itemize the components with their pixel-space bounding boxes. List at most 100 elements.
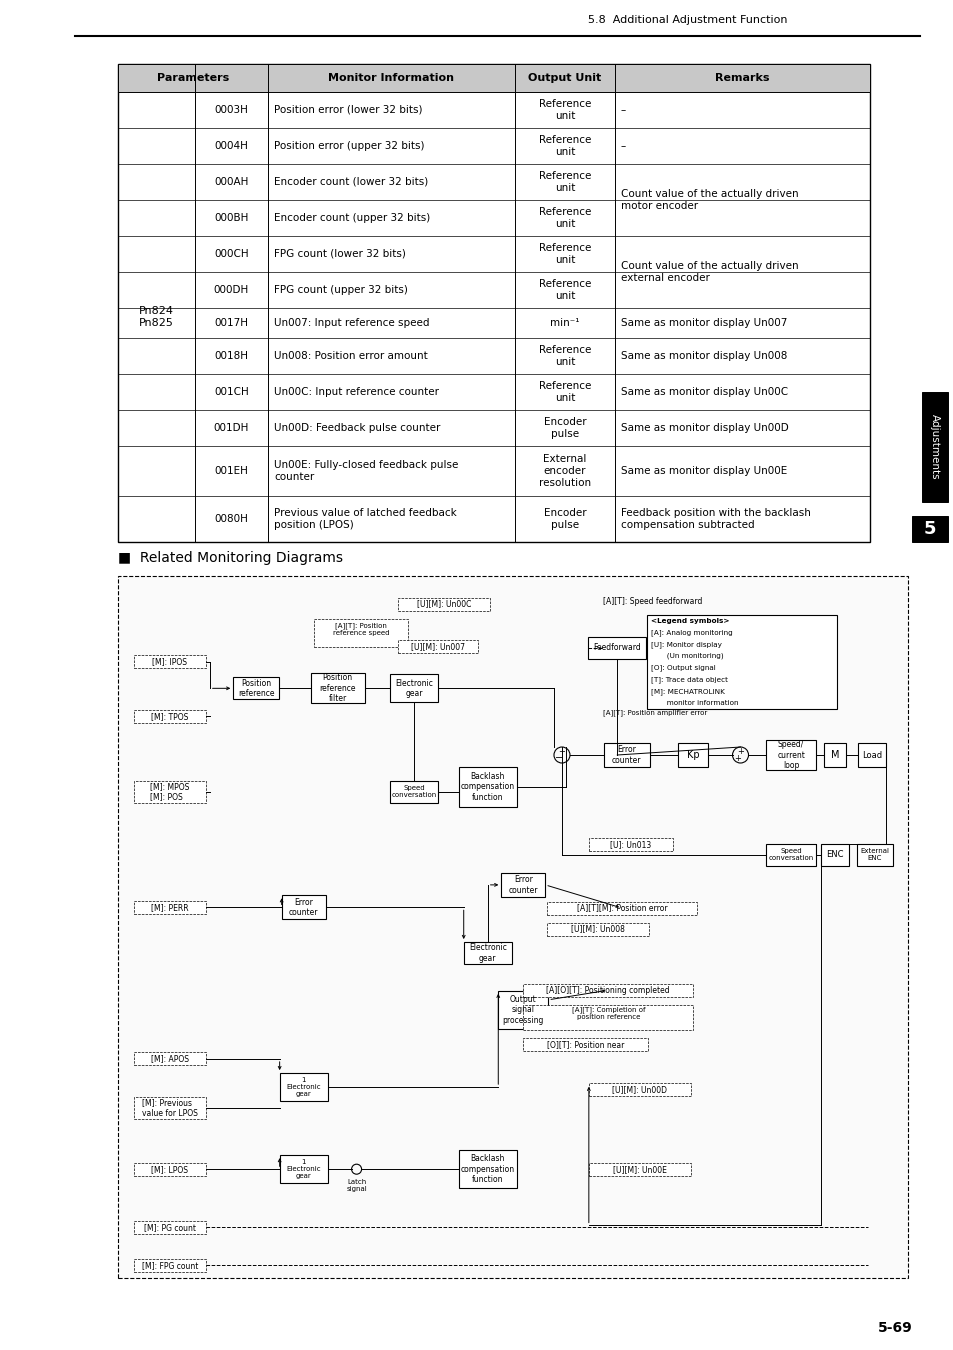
Text: Same as monitor display Un008: Same as monitor display Un008 [620, 351, 786, 360]
Bar [523, 1038, 648, 1050]
Text: Speed
conversation: Speed conversation [768, 848, 813, 861]
Text: 0003H: 0003H [214, 105, 248, 115]
Text: [U][M]: Un00C: [U][M]: Un00C [416, 599, 471, 609]
Text: –: – [620, 140, 625, 151]
Bar [133, 710, 206, 722]
Text: Reference
unit: Reference unit [538, 171, 591, 193]
Bar [603, 743, 649, 767]
Text: 5: 5 [923, 520, 935, 539]
Text: Same as monitor display Un007: Same as monitor display Un007 [620, 319, 786, 328]
Text: <Legend symbols>: <Legend symbols> [651, 617, 729, 624]
Bar [911, 516, 947, 541]
Text: Speed/
current
loop: Speed/ current loop [777, 740, 804, 770]
Bar [133, 900, 206, 914]
Bar [500, 873, 545, 896]
Text: Same as monitor display Un00E: Same as monitor display Un00E [620, 466, 786, 477]
Bar [765, 844, 815, 865]
Text: Reference
unit: Reference unit [538, 381, 591, 402]
Text: 0018H: 0018H [214, 351, 248, 360]
Text: Backlash
compensation
function: Backlash compensation function [460, 772, 515, 802]
Text: [T]: Trace data object: [T]: Trace data object [651, 676, 727, 683]
Text: Error
counter: Error counter [289, 898, 318, 917]
Text: Same as monitor display Un00C: Same as monitor display Un00C [620, 387, 787, 397]
Text: [M]: APOS: [M]: APOS [151, 1054, 189, 1064]
Text: 1
Electronic
gear: 1 Electronic gear [286, 1077, 320, 1098]
Text: 000BH: 000BH [214, 213, 249, 223]
Text: Un00E: Fully-closed feedback pulse
counter: Un00E: Fully-closed feedback pulse count… [274, 460, 457, 482]
Bar [133, 655, 206, 668]
Text: 000CH: 000CH [214, 248, 249, 259]
Text: 5.8  Additional Adjustment Function: 5.8 Additional Adjustment Function [587, 15, 786, 26]
Bar [823, 743, 845, 767]
Text: 0004H: 0004H [214, 140, 248, 151]
Text: 0017H: 0017H [214, 319, 248, 328]
Text: min⁻¹: min⁻¹ [550, 319, 579, 328]
Text: Monitor Information: Monitor Information [328, 73, 454, 82]
Bar [133, 1220, 206, 1234]
Bar [279, 1156, 327, 1183]
Text: Reference
unit: Reference unit [538, 99, 591, 120]
Bar [458, 767, 517, 806]
Bar [588, 837, 672, 850]
Bar [523, 1004, 693, 1030]
Bar [133, 1098, 206, 1119]
Text: monitor information: monitor information [651, 701, 738, 706]
Bar [588, 1162, 690, 1176]
Text: Encoder count (upper 32 bits): Encoder count (upper 32 bits) [274, 213, 430, 223]
Bar [133, 1258, 206, 1272]
Text: Un007: Input reference speed: Un007: Input reference speed [274, 319, 429, 328]
Bar [233, 678, 279, 699]
Text: Speed
conversation: Speed conversation [392, 784, 436, 798]
Text: External
ENC: External ENC [860, 848, 888, 861]
Bar [463, 942, 511, 964]
Text: Error
counter: Error counter [508, 875, 537, 895]
Text: Count value of the actually driven
external encoder: Count value of the actually driven exter… [620, 261, 798, 282]
Text: [O]: Output signal: [O]: Output signal [651, 664, 716, 671]
Text: [U]: Un013: [U]: Un013 [610, 840, 651, 849]
Text: 001EH: 001EH [214, 466, 248, 477]
Bar [856, 844, 892, 865]
Text: Error
counter: Error counter [612, 745, 640, 764]
Text: Encoder
pulse: Encoder pulse [543, 508, 586, 529]
Text: Position
reference
filter: Position reference filter [319, 674, 355, 703]
Text: Output
signal
processing: Output signal processing [502, 995, 543, 1025]
Text: Reference
unit: Reference unit [538, 135, 591, 157]
Text: [M]: PERR: [M]: PERR [151, 903, 189, 911]
Text: Feedback position with the backlash
compensation subtracted: Feedback position with the backlash comp… [620, 508, 810, 529]
Bar [390, 674, 437, 702]
Text: [A][T][M]: Position error: [A][T][M]: Position error [576, 903, 666, 913]
Bar [921, 392, 947, 502]
Bar [281, 895, 325, 919]
Text: 001CH: 001CH [213, 387, 249, 397]
Text: Encoder
pulse: Encoder pulse [543, 417, 586, 439]
Text: 000AH: 000AH [214, 177, 249, 188]
Bar [588, 1083, 690, 1096]
Text: Reference
unit: Reference unit [538, 346, 591, 367]
Bar [647, 614, 837, 709]
Text: −: − [555, 753, 562, 763]
Text: Pn824
Pn825: Pn824 Pn825 [139, 306, 173, 328]
Text: Position error (upper 32 bits): Position error (upper 32 bits) [274, 140, 424, 151]
Bar [314, 618, 408, 647]
Text: [M]: FPG count: [M]: FPG count [141, 1261, 198, 1270]
Text: [A][T]: Completion of
position reference: [A][T]: Completion of position reference [571, 1006, 644, 1019]
Text: Count value of the actually driven
motor encoder: Count value of the actually driven motor… [620, 189, 798, 211]
Text: –: – [620, 105, 625, 115]
Text: [U][M]: Un007: [U][M]: Un007 [411, 641, 465, 651]
Bar [678, 743, 707, 767]
Text: M: M [830, 751, 839, 760]
Bar [523, 984, 693, 996]
Text: FPG count (lower 32 bits): FPG count (lower 32 bits) [274, 248, 405, 259]
Text: [U][M]: Un008: [U][M]: Un008 [571, 925, 624, 934]
Text: [M]: MPOS
[M]: POS: [M]: MPOS [M]: POS [150, 782, 190, 801]
Text: ■  Related Monitoring Diagrams: ■ Related Monitoring Diagrams [118, 551, 343, 566]
Text: 001DH: 001DH [213, 423, 249, 433]
Bar [133, 1053, 206, 1065]
Text: Position error (lower 32 bits): Position error (lower 32 bits) [274, 105, 422, 115]
Text: Reference
unit: Reference unit [538, 207, 591, 228]
Bar [398, 598, 490, 610]
Text: Electronic
gear: Electronic gear [395, 679, 433, 698]
Text: Reference
unit: Reference unit [538, 243, 591, 265]
Text: Un00C: Input reference counter: Un00C: Input reference counter [274, 387, 438, 397]
Text: [O][T]: Position near: [O][T]: Position near [546, 1040, 624, 1049]
